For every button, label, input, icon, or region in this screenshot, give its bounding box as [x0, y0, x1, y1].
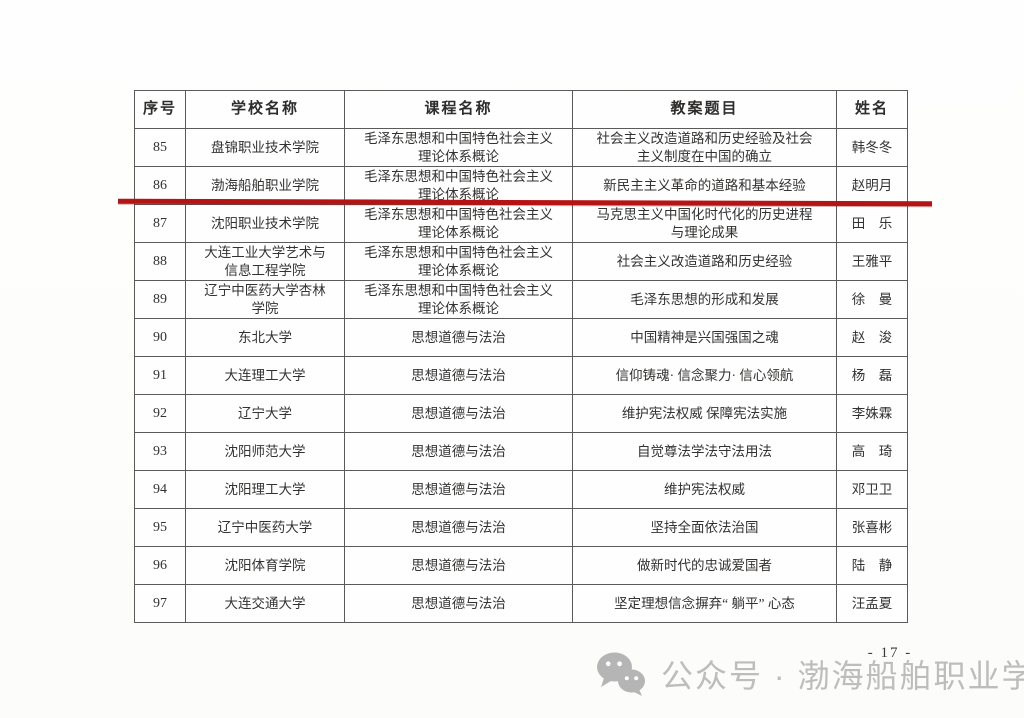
table-row: 90 东北大学 思想道德与法治 中国精神是兴国强国之魂赵 浚 — [134, 318, 908, 357]
cell-no: 87 — [134, 204, 186, 243]
watermark: 公众号 · 渤海船舶职业学院 — [595, 650, 1024, 698]
cell-no: 96 — [134, 546, 186, 585]
cell-name: 杨 磊 — [836, 356, 908, 395]
cell-name: 徐 曼 — [836, 280, 908, 319]
award-table: 序号 学校名称 课程名称 教案题目 姓名 85 盘锦职业技术学院 毛泽东思想和中国特… — [134, 90, 908, 623]
table-row: 86 渤海船舶职业学院 毛泽东思想和中国特色社会主义 理论体系概论 新民主主义革命的道… — [134, 166, 908, 205]
watermark-text: 公众号 · 渤海船舶职业学院 — [661, 658, 1024, 694]
table-row: 95 辽宁中医药大学 思想道德与法治 坚持全面依法治国 张喜彬 — [134, 508, 908, 547]
cell-course: 毛泽东思想和中国特色社会主义 理论体系概论 — [344, 204, 573, 243]
cell-name: 王雅平 — [836, 242, 908, 281]
cell-course: 思想道德与法治 — [344, 508, 573, 547]
table-body: 85 盘锦职业技术学院 毛泽东思想和中国特色社会主义 理论体系概论 社会主义改造道路和… — [134, 128, 908, 623]
table-row: 93 沈阳师范大学 思想道德与法治 自觉尊法学法守法用法高 琦 — [134, 432, 908, 471]
cell-course: 思想道德与法治 — [344, 356, 573, 395]
cell-title: 坚定理想信念摒弃“ 躺平” 心态 — [572, 584, 837, 623]
cell-school: 辽宁中医药大学 — [185, 508, 345, 547]
cell-no: 86 — [134, 166, 186, 205]
cell-school: 渤海船舶职业学院 — [185, 166, 345, 205]
table-row: 89 辽宁中医药大学杏林 学院 毛泽东思想和中国特色社会主义 理论体系概论 毛泽东思想… — [134, 280, 908, 319]
cell-school: 沈阳职业技术学院 — [185, 204, 345, 243]
table-row: 97 大连交通大学 思想道德与法治 坚定理想信念摒弃“ 躺平” 心态 汪孟夏 — [134, 584, 908, 623]
cell-no: 92 — [134, 394, 186, 433]
table-row: 91 大连理工大学 思想道德与法治 信仰铸魂· 信念聚力· 信心领航杨 磊 — [134, 356, 908, 395]
table-row: 96 沈阳体育学院 思想道德与法治 做新时代的忠诚爱国者陆 静 — [134, 546, 908, 585]
cell-name: 赵 浚 — [836, 318, 908, 357]
table-row: 85 盘锦职业技术学院 毛泽东思想和中国特色社会主义 理论体系概论 社会主义改造道路和… — [134, 128, 908, 167]
cell-course: 思想道德与法治 — [344, 584, 573, 623]
cell-school: 东北大学 — [185, 318, 345, 357]
cell-no: 97 — [134, 584, 186, 623]
cell-course: 思想道德与法治 — [344, 318, 573, 357]
cell-course: 毛泽东思想和中国特色社会主义 理论体系概论 — [344, 280, 573, 319]
col-header-school: 学校名称 — [185, 90, 345, 129]
cell-name: 田 乐 — [836, 204, 908, 243]
cell-title: 维护宪法权威 — [572, 470, 837, 509]
cell-no: 88 — [134, 242, 186, 281]
cell-school: 盘锦职业技术学院 — [185, 128, 345, 167]
cell-no: 95 — [134, 508, 186, 547]
cell-no: 93 — [134, 432, 186, 471]
cell-no: 90 — [134, 318, 186, 357]
wechat-icon — [597, 652, 645, 696]
cell-school: 大连交通大学 — [185, 584, 345, 623]
cell-no: 91 — [134, 356, 186, 395]
cell-title: 新民主主义革命的道路和基本经验 — [572, 166, 837, 205]
cell-name: 汪孟夏 — [836, 584, 908, 623]
cell-course: 思想道德与法治 — [344, 394, 573, 433]
page-number: - 17 - — [867, 645, 913, 661]
cell-school: 大连工业大学艺术与 信息工程学院 — [185, 242, 345, 281]
cell-school: 沈阳师范大学 — [185, 432, 345, 471]
col-header-course: 课程名称 — [344, 90, 573, 129]
table-row: 92 辽宁大学 思想道德与法治 维护宪法权威 保障宪法实施 李姝霖 — [134, 394, 908, 433]
cell-course: 思想道德与法治 — [344, 432, 573, 471]
cell-school: 沈阳体育学院 — [185, 546, 345, 585]
cell-name: 邓卫卫 — [836, 470, 908, 509]
cell-school: 辽宁中医药大学杏林 学院 — [185, 280, 345, 319]
cell-name: 陆 静 — [836, 546, 908, 585]
cell-course: 毛泽东思想和中国特色社会主义 理论体系概论 — [344, 128, 573, 167]
cell-course: 思想道德与法治 — [344, 470, 573, 509]
cell-title: 维护宪法权威 保障宪法实施 — [572, 394, 837, 433]
cell-title: 坚持全面依法治国 — [572, 508, 837, 547]
cell-no: 85 — [134, 128, 186, 167]
col-header-name: 姓名 — [836, 90, 908, 129]
cell-title: 马克思主义中国化时代化的历史进程 与理论成果 — [572, 204, 837, 243]
cell-title: 信仰铸魂· 信念聚力· 信心领航 — [572, 356, 837, 395]
col-header-no: 序号 — [134, 90, 186, 129]
cell-title: 做新时代的忠诚爱国者 — [572, 546, 837, 585]
table-header-row: 序号 学校名称 课程名称 教案题目 姓名 — [134, 90, 908, 129]
cell-no: 94 — [134, 470, 186, 509]
cell-name: 韩冬冬 — [836, 128, 908, 167]
table-row: 94 沈阳理工大学 思想道德与法治 维护宪法权威 邓卫卫 — [134, 470, 908, 509]
cell-school: 大连理工大学 — [185, 356, 345, 395]
cell-school: 辽宁大学 — [185, 394, 345, 433]
table-row: 87 沈阳职业技术学院 毛泽东思想和中国特色社会主义 理论体系概论 马克思主义中国化时… — [134, 204, 908, 243]
col-header-title: 教案题目 — [572, 90, 837, 129]
cell-title: 自觉尊法学法守法用法 — [572, 432, 837, 471]
cell-school: 沈阳理工大学 — [185, 470, 345, 509]
cell-name: 赵明月 — [836, 166, 908, 205]
cell-name: 高 琦 — [836, 432, 908, 471]
cell-no: 89 — [134, 280, 186, 319]
cell-title: 中国精神是兴国强国之魂 — [572, 318, 837, 357]
cell-course: 毛泽东思想和中国特色社会主义 理论体系概论 — [344, 242, 573, 281]
cell-course: 思想道德与法治 — [344, 546, 573, 585]
cell-course: 毛泽东思想和中国特色社会主义 理论体系概论 — [344, 166, 573, 205]
cell-name: 张喜彬 — [836, 508, 908, 547]
cell-title: 社会主义改造道路和历史经验及社会 主义制度在中国的确立 — [572, 128, 837, 167]
table-row: 88 大连工业大学艺术与 信息工程学院 毛泽东思想和中国特色社会主义 理论体系概论社… — [134, 242, 908, 281]
cell-title: 毛泽东思想的形成和发展 — [572, 280, 837, 319]
cell-name: 李姝霖 — [836, 394, 908, 433]
cell-title: 社会主义改造道路和历史经验 — [572, 242, 837, 281]
